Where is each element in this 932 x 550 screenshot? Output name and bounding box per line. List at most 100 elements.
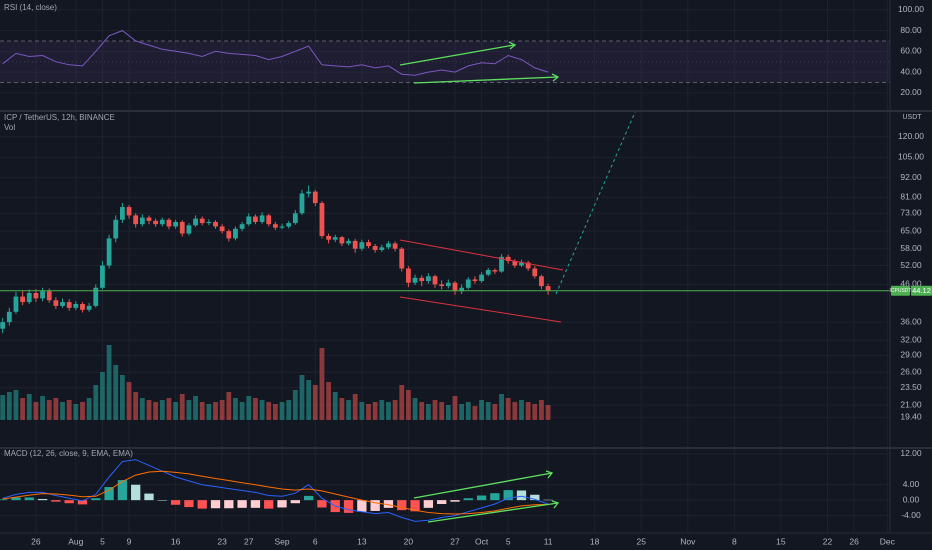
x-tick-label: 26 <box>849 536 859 546</box>
y-tick-label: 65.00 <box>900 225 922 235</box>
trend-line <box>413 472 553 499</box>
x-tick-label: 22 <box>823 536 833 546</box>
x-tick-label: 27 <box>450 536 460 546</box>
x-tick-label: 5 <box>506 536 511 546</box>
y-tick-label: 21.00 <box>900 399 922 409</box>
volume-bar <box>465 402 471 420</box>
candle-body <box>306 191 312 194</box>
volume-bar <box>332 392 338 420</box>
channel-line <box>399 296 562 323</box>
x-tick-label: 25 <box>636 536 646 546</box>
y-tick-label: -4.00 <box>901 510 921 520</box>
arrow-head <box>551 500 560 509</box>
arrow-head <box>545 470 554 479</box>
volume-bar <box>359 402 365 420</box>
candle-body <box>485 270 491 275</box>
candle-body <box>545 286 551 291</box>
volume-bar <box>512 402 518 420</box>
candle-body <box>86 305 92 310</box>
volume-bar <box>119 375 125 420</box>
candle-body <box>319 203 325 236</box>
x-tick-label: 20 <box>404 536 414 546</box>
y-tick-label: 0.00 <box>903 494 920 504</box>
candle-body <box>366 242 371 247</box>
candle-body <box>539 276 544 287</box>
volume-bar <box>445 405 451 420</box>
candle-body <box>519 262 524 266</box>
x-tick-label: Oct <box>475 536 489 546</box>
candle-body <box>46 291 52 301</box>
price-title: ICP / TetherUS, 12h, BINANCE <box>4 113 115 122</box>
y-tick-label: 23.50 <box>900 382 922 392</box>
histogram-bar <box>370 500 380 511</box>
candle-body <box>179 221 185 234</box>
volume-bar <box>213 402 218 420</box>
x-tick-label: Nov <box>680 536 696 546</box>
volume-bar <box>219 400 225 420</box>
x-tick-label: 11 <box>544 536 553 546</box>
volume-bar <box>319 348 325 420</box>
volume-bar <box>166 398 172 420</box>
candle-body <box>126 207 132 216</box>
candle-body <box>6 311 12 323</box>
candle-body <box>146 217 152 221</box>
candle-body <box>492 270 498 272</box>
volume-bar <box>272 404 278 420</box>
x-tick-label: 13 <box>357 536 367 546</box>
histogram-bar <box>290 500 300 504</box>
candle-body <box>206 221 212 224</box>
candle-body <box>73 303 79 308</box>
volume-bar <box>93 385 99 420</box>
band-fill <box>0 40 890 83</box>
candle-body <box>445 282 451 287</box>
candle-body <box>33 292 39 299</box>
x-tick-label: Sep <box>274 536 289 546</box>
volume-bar <box>33 402 39 420</box>
candle-body <box>239 224 245 229</box>
candle-body <box>80 303 85 310</box>
volume-bar <box>326 382 331 420</box>
x-tick-label: 26 <box>31 536 41 546</box>
candle-body <box>253 216 258 222</box>
candle-body <box>479 274 484 282</box>
volume-bar <box>126 382 132 420</box>
x-tick-label: 8 <box>732 536 737 546</box>
volume-bar <box>392 400 398 420</box>
candle-body <box>499 256 504 272</box>
volume-bar <box>179 394 185 420</box>
histogram-bar <box>131 484 141 501</box>
histogram-bar <box>383 500 394 508</box>
arrow-head <box>551 73 560 82</box>
volume-bar <box>346 400 351 420</box>
candle-body <box>13 296 19 312</box>
trend-line <box>413 76 559 84</box>
volume-bar <box>279 402 285 420</box>
volume-bar <box>532 404 538 420</box>
y-tick-label: 40.00 <box>900 66 922 76</box>
volume-bar <box>153 402 159 420</box>
x-tick-label: 18 <box>590 536 600 546</box>
volume-bar <box>173 402 178 420</box>
volume-bar <box>459 404 465 420</box>
candle-body <box>266 215 272 225</box>
y-tick-label: 32.00 <box>900 335 922 345</box>
volume-bar <box>485 402 491 420</box>
candle-body <box>406 268 411 283</box>
candle-body <box>199 218 205 224</box>
volume-bar <box>259 400 265 420</box>
histogram-bar <box>64 500 74 504</box>
candle-body <box>512 261 518 266</box>
volume-bar <box>299 375 305 420</box>
histogram-bar <box>11 497 21 501</box>
volume-bar <box>525 402 531 420</box>
histogram-bar <box>197 500 207 509</box>
labels: RSI (14, close) ICP / TetherUS, 12h, BIN… <box>4 3 932 546</box>
candle-body <box>532 268 538 277</box>
candle-body <box>399 248 405 269</box>
volume-bar <box>472 406 478 420</box>
y-tick-label: 58.00 <box>900 243 922 253</box>
candle-body <box>40 291 45 299</box>
volume-bar <box>406 390 411 420</box>
histogram-bar <box>303 495 314 501</box>
